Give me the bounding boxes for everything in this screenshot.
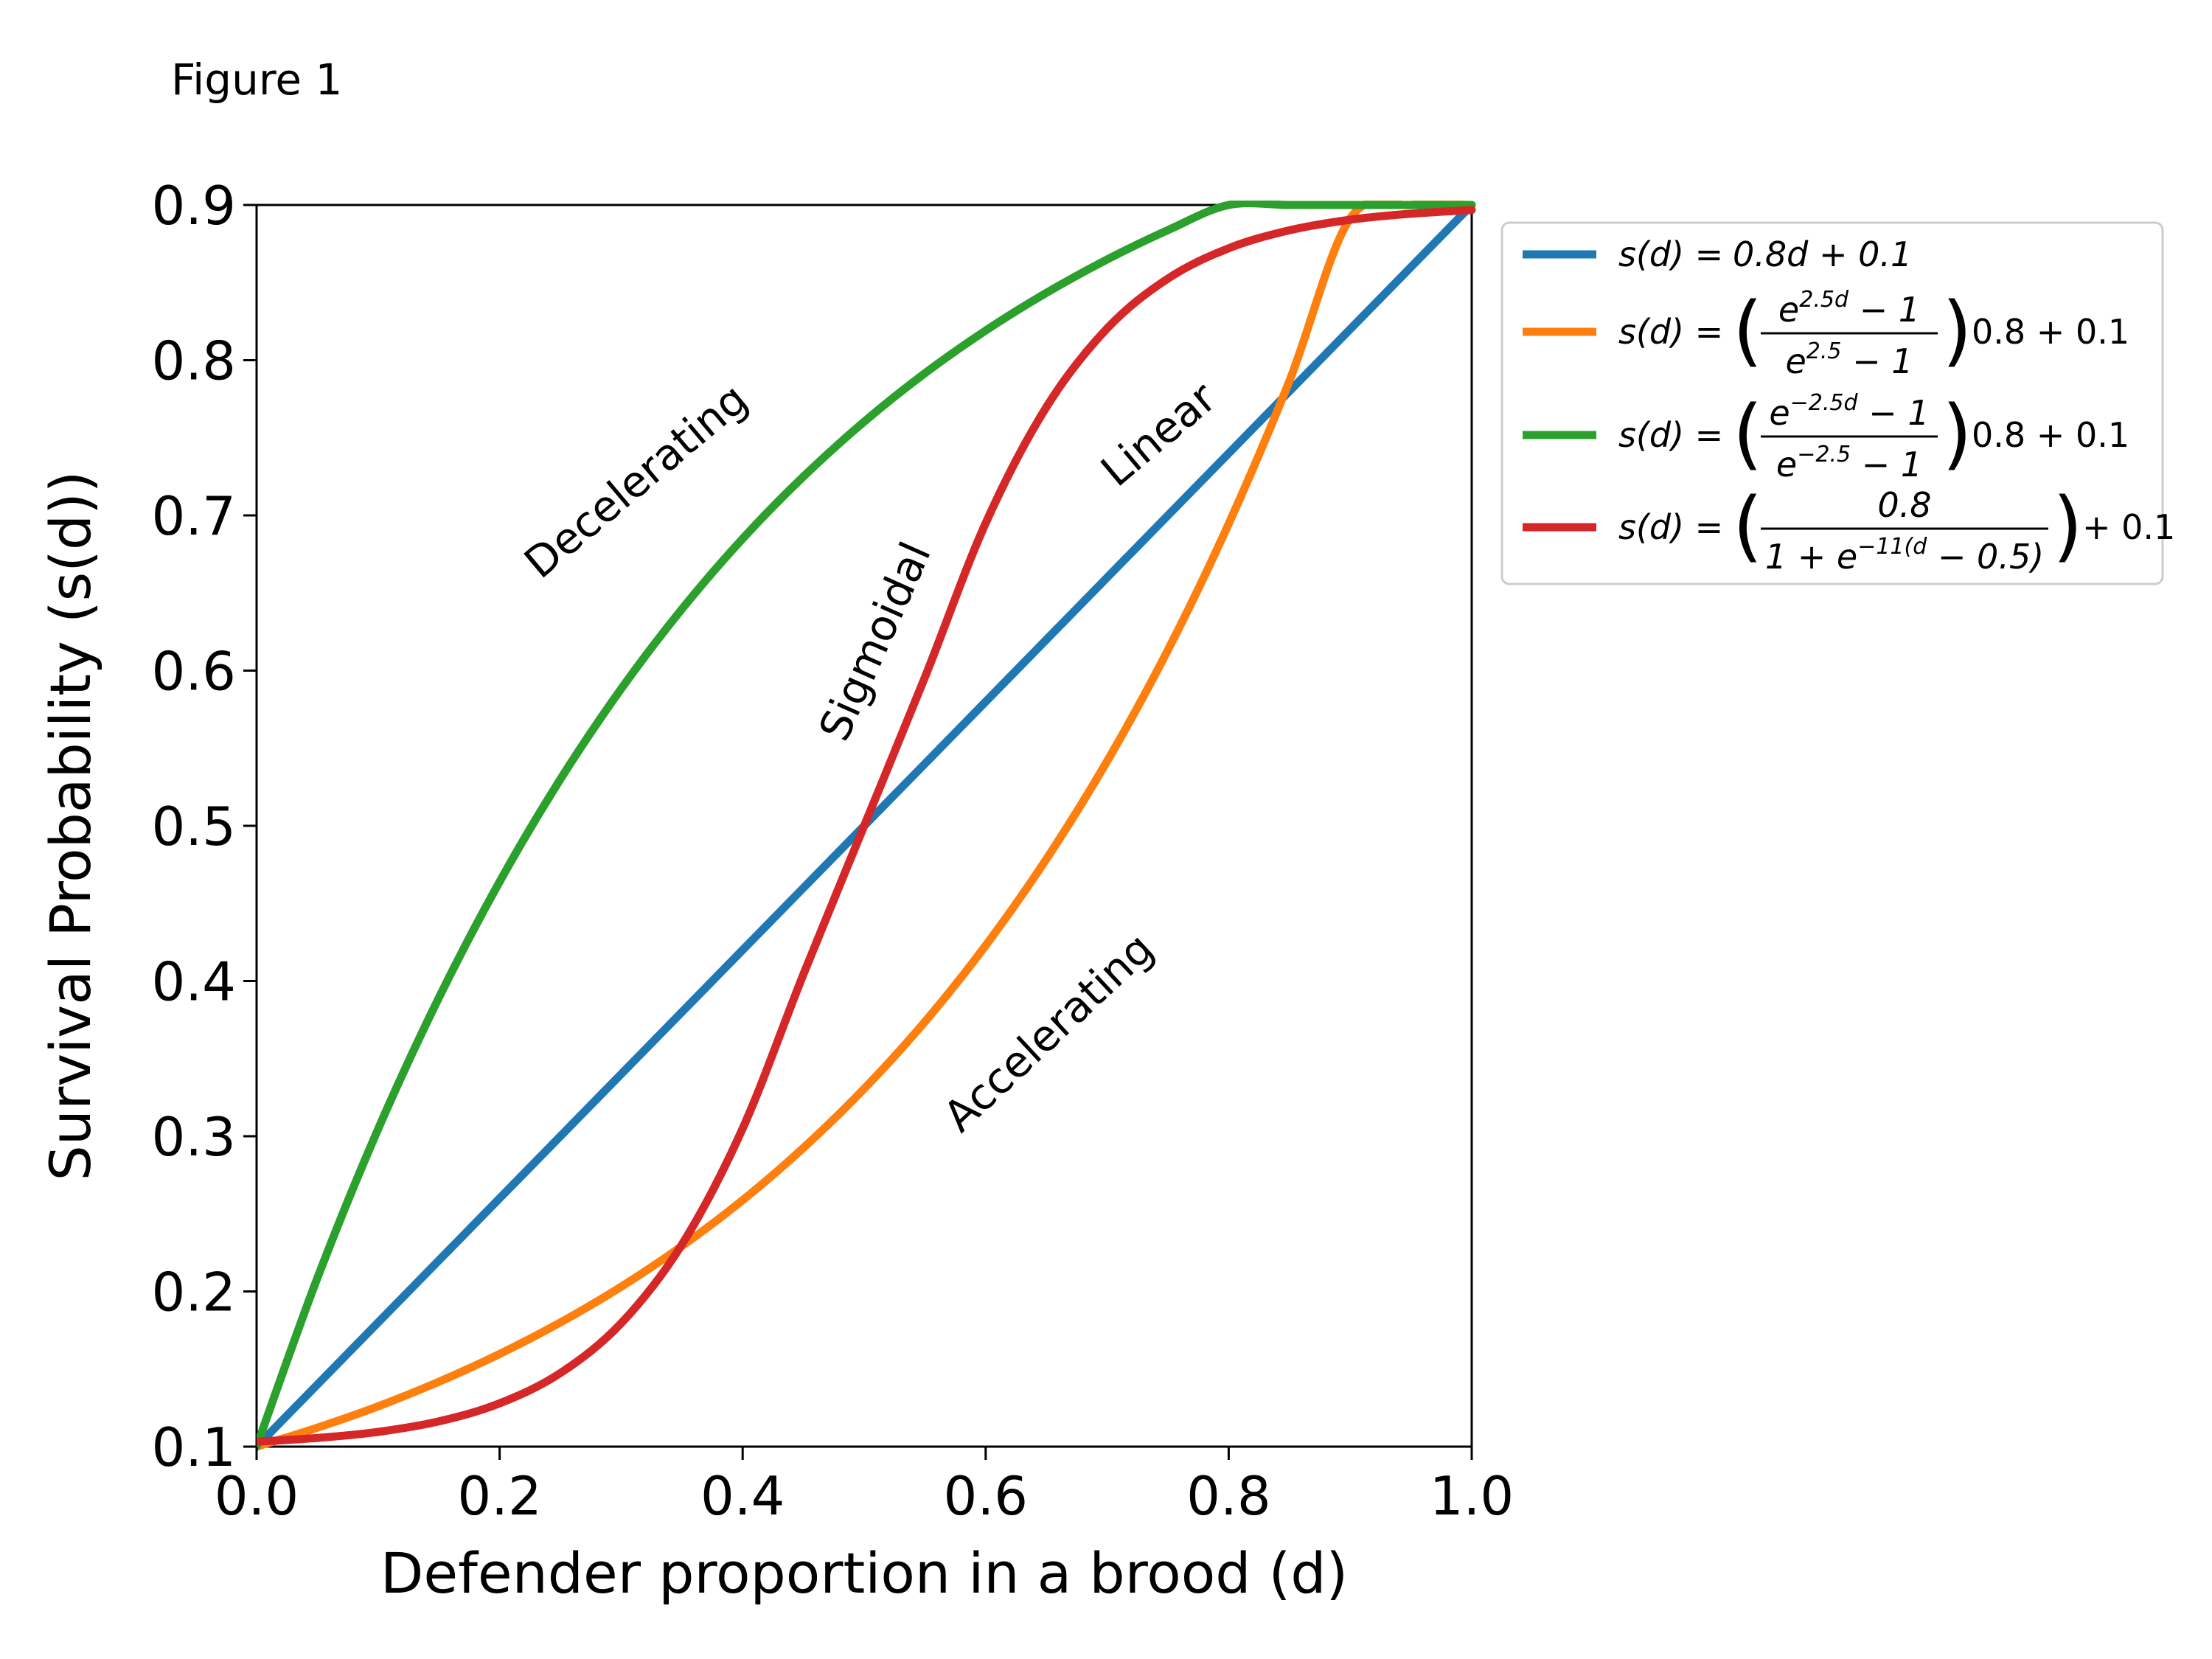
annotation-sigmoidal: Sigmoidal (809, 535, 941, 748)
annotation-decelerating: Decelerating (515, 374, 757, 588)
figure-label: Figure 1 (171, 55, 342, 105)
legend-label-prefix: s(d) = (1618, 312, 1723, 352)
annotation-accelerating: Accelerating (934, 923, 1164, 1141)
series-line-sigmoidal (257, 206, 1476, 1446)
legend-numerator: e−2.5d − 1 (1769, 390, 1929, 433)
y-tick-label: 0.9 (151, 175, 236, 237)
legend-label-prefix: s(d) = (1618, 234, 1723, 274)
legend-label-body: 0.8d + 0.1 (1733, 234, 1912, 274)
y-tick-label: 0.3 (151, 1106, 236, 1168)
y-tick-label: 0.6 (151, 641, 236, 703)
legend: s(d) = 0.8d + 0.1s(d) = (e2.5d − 1e2.5 −… (1500, 221, 2175, 585)
legend-paren-right: ) (1942, 285, 1972, 375)
series-line-accelerating (257, 201, 1476, 1451)
legend-paren-left: ( (1733, 389, 1763, 479)
y-tick-label: 0.1 (151, 1416, 236, 1478)
y-tick-label: 0.2 (151, 1262, 236, 1324)
legend-denominator: 1 + e−11(d − 0.5) (1765, 534, 2044, 577)
x-axis-title-text: Defender proportion in a brood (d) (380, 1540, 1348, 1606)
y-axis-title-text: Survival Probability (s(d)) (38, 471, 103, 1181)
x-tick-label: 0.6 (944, 1465, 1029, 1527)
legend-label-prefix: s(d) = (1618, 415, 1723, 455)
y-tick-label: 0.8 (151, 330, 236, 392)
legend-entry-decelerating: s(d) = (e−2.5d − 1 e−2.5 − 1) 0.8 + 0.1 (1523, 389, 2129, 484)
x-tick-label: 0.2 (457, 1465, 542, 1527)
curves (257, 201, 1476, 1451)
y-tick-label: 0.4 (151, 951, 236, 1013)
legend-suffix: + 0.1 (2082, 507, 2175, 547)
legend-box (1500, 221, 2164, 585)
legend-entry-accelerating: s(d) = ( e2.5d − 1 e2.5 − 1) 0.8 + 0.1 (1523, 285, 2129, 381)
series-line-decelerating (257, 201, 1476, 1451)
legend-denominator: e−2.5 − 1 (1776, 442, 1922, 484)
legend-suffix: 0.8 + 0.1 (1972, 312, 2129, 352)
legend-paren-right: ) (2053, 481, 2083, 571)
x-tick-label: 0.8 (1186, 1465, 1271, 1527)
legend-paren-left: ( (1733, 285, 1763, 375)
legend-entry-sigmoidal: s(d) = (0.8 1 + e−11(d − 0.5)) + 0.1 (1523, 481, 2175, 577)
legend-denominator: e2.5 − 1 (1785, 338, 1913, 381)
legend-paren-left: ( (1733, 481, 1763, 571)
x-tick-label: 0.4 (700, 1465, 785, 1527)
x-tick-label: 1.0 (1430, 1465, 1514, 1527)
legend-numerator: e2.5d − 1 (1778, 287, 1920, 330)
x-tick-label: 0.0 (215, 1465, 299, 1527)
y-axis-title: Survival Probability (s(d)) (38, 471, 103, 1181)
legend-suffix: 0.8 + 0.1 (1972, 415, 2129, 455)
y-tick-label: 0.5 (151, 796, 236, 858)
legend-paren-right: ) (1942, 389, 1972, 479)
x-axis-title: Defender proportion in a brood (d) (380, 1540, 1348, 1606)
y-axis-ticks: 0.1 0.2 0.3 0.4 0.5 0.6 0.7 0.8 0.9 (151, 175, 257, 1478)
x-axis-ticks: 0.0 0.2 0.4 0.6 0.8 1.0 (215, 1447, 1514, 1527)
legend-entry-linear: s(d) = 0.8d + 0.1 (1523, 234, 1912, 274)
y-tick-label: 0.7 (151, 485, 236, 547)
legend-label-prefix: s(d) = (1618, 507, 1723, 547)
legend-numerator: 0.8 (1877, 485, 1931, 525)
plot-area: DeceleratingSigmoidalLinearAccelerating … (151, 175, 1514, 1527)
